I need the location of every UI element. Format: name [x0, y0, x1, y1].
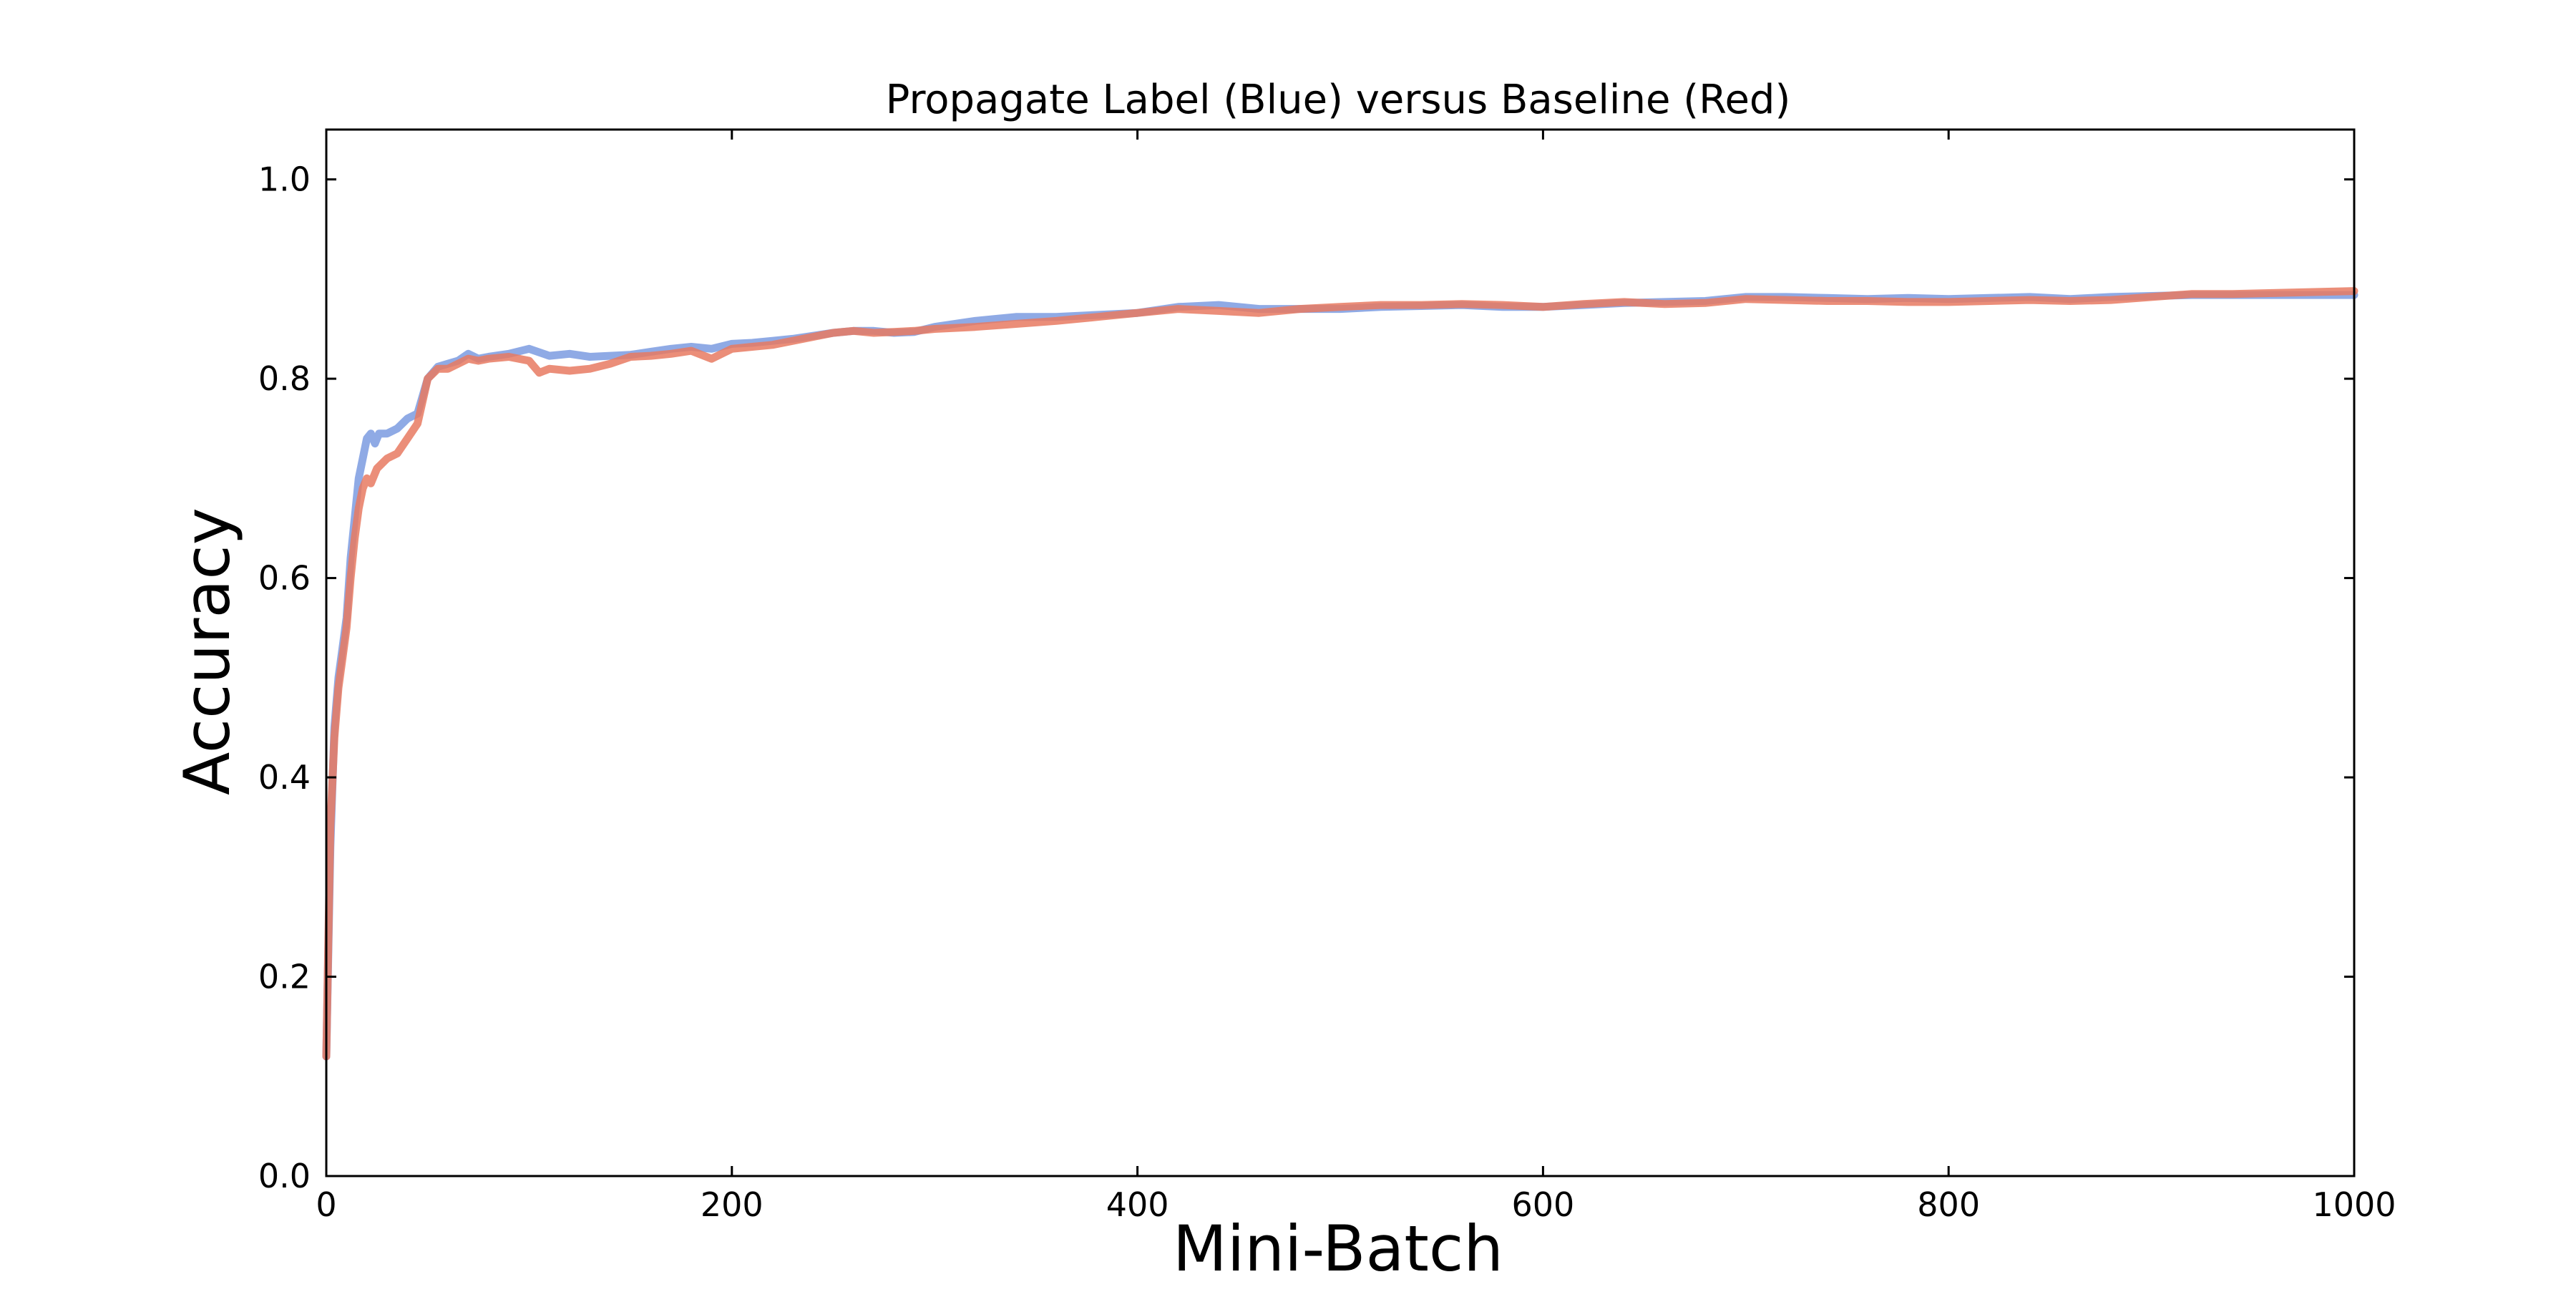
x-tick-label-0: 0: [316, 1185, 336, 1224]
x-axis-label: Mini-Batch: [1173, 1212, 1503, 1286]
y-tick-label-1: 0.2: [258, 958, 311, 996]
plot-area: [322, 287, 2358, 1061]
series-line-2: [322, 287, 2358, 1061]
chart-title: Propagate Label (Blue) versus Baseline (…: [886, 77, 1791, 123]
y-tick-label-3: 0.6: [258, 559, 311, 598]
y-tick-label-5: 1.0: [258, 160, 311, 199]
y-tick-label-2: 0.4: [258, 758, 311, 797]
x-tick-label-5: 1000: [2312, 1185, 2396, 1224]
y-tick-label-4: 0.8: [258, 359, 311, 398]
axes: 0 200 400 600 800 1000 0.0 0.2 0.4 0.6 0.8 1.0: [258, 128, 2396, 1224]
x-tick-label-1: 200: [701, 1185, 763, 1224]
x-tick-label-4: 800: [1917, 1185, 1980, 1224]
y-axis-label: Accuracy: [170, 507, 244, 795]
x-tick-label-2: 400: [1106, 1185, 1169, 1224]
x-tick-label-3: 600: [1511, 1185, 1574, 1224]
plot-frame: [325, 128, 2356, 1177]
series-line-1: [322, 291, 2358, 1061]
y-tick-label-0: 0.0: [258, 1157, 311, 1195]
